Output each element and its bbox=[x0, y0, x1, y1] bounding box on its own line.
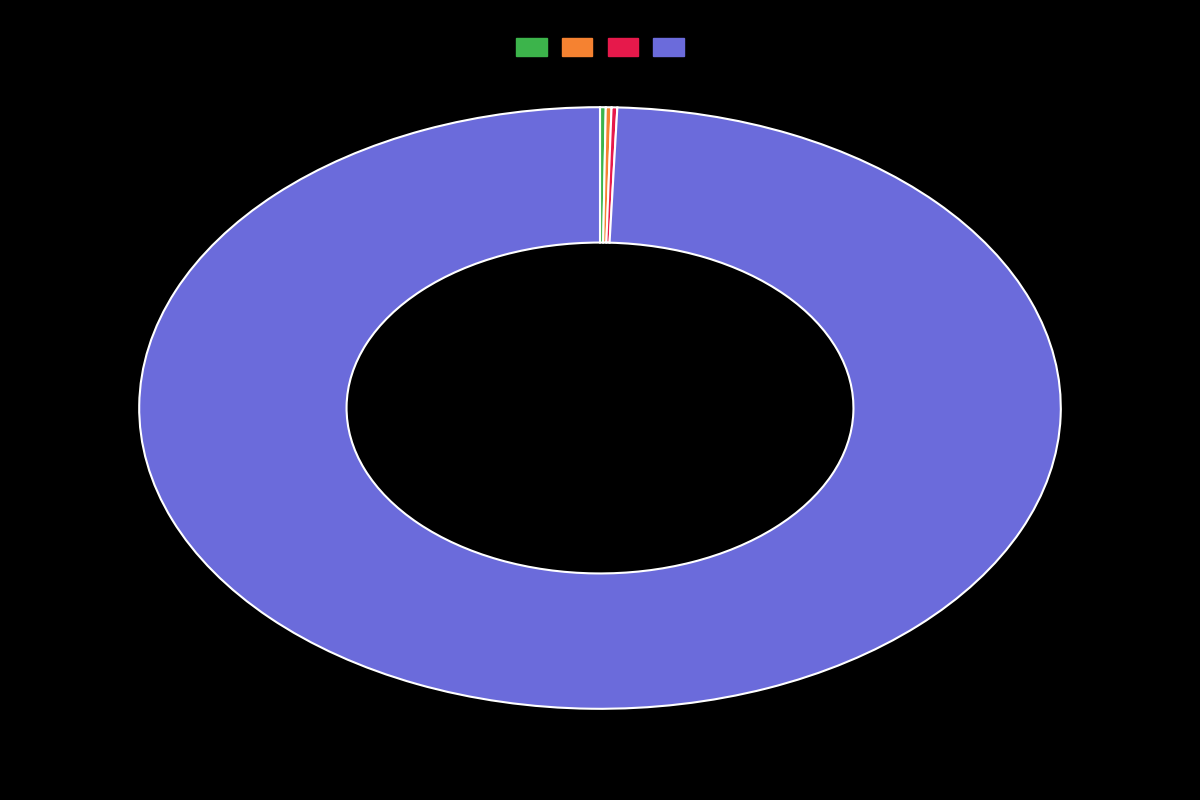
Wedge shape bbox=[606, 107, 617, 242]
Wedge shape bbox=[600, 107, 606, 242]
Wedge shape bbox=[139, 107, 1061, 709]
Legend: , , , : , , , bbox=[510, 32, 690, 62]
Wedge shape bbox=[604, 107, 612, 242]
